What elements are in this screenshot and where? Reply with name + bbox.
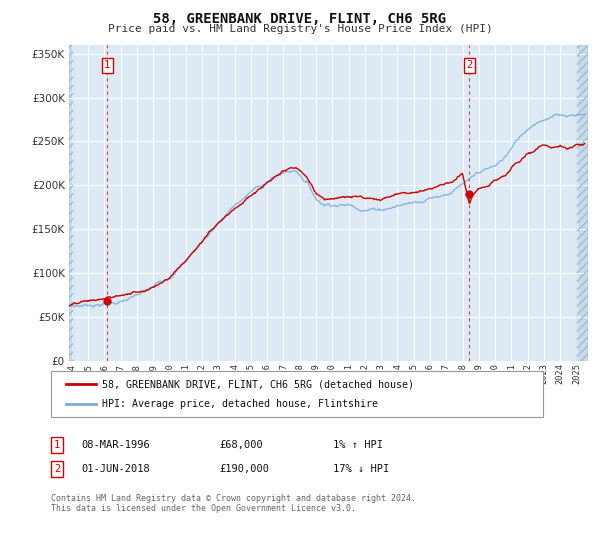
Text: 2: 2 xyxy=(466,60,473,71)
Text: 58, GREENBANK DRIVE, FLINT, CH6 5RG (detached house): 58, GREENBANK DRIVE, FLINT, CH6 5RG (det… xyxy=(102,379,414,389)
Text: Price paid vs. HM Land Registry's House Price Index (HPI): Price paid vs. HM Land Registry's House … xyxy=(107,24,493,34)
Text: £68,000: £68,000 xyxy=(219,440,263,450)
Bar xyxy=(577,45,588,361)
Text: 08-MAR-1996: 08-MAR-1996 xyxy=(81,440,150,450)
Text: 1% ↑ HPI: 1% ↑ HPI xyxy=(333,440,383,450)
Text: 01-JUN-2018: 01-JUN-2018 xyxy=(81,464,150,474)
Text: 2: 2 xyxy=(54,464,60,474)
Text: 1: 1 xyxy=(54,440,60,450)
Text: 58, GREENBANK DRIVE, FLINT, CH6 5RG: 58, GREENBANK DRIVE, FLINT, CH6 5RG xyxy=(154,12,446,26)
Text: £190,000: £190,000 xyxy=(219,464,269,474)
Bar xyxy=(577,45,588,361)
Bar xyxy=(69,45,73,361)
Text: Contains HM Land Registry data © Crown copyright and database right 2024.
This d: Contains HM Land Registry data © Crown c… xyxy=(51,494,416,514)
Text: 1: 1 xyxy=(104,60,110,71)
Bar xyxy=(69,45,73,361)
Text: 17% ↓ HPI: 17% ↓ HPI xyxy=(333,464,389,474)
Text: HPI: Average price, detached house, Flintshire: HPI: Average price, detached house, Flin… xyxy=(102,399,378,409)
